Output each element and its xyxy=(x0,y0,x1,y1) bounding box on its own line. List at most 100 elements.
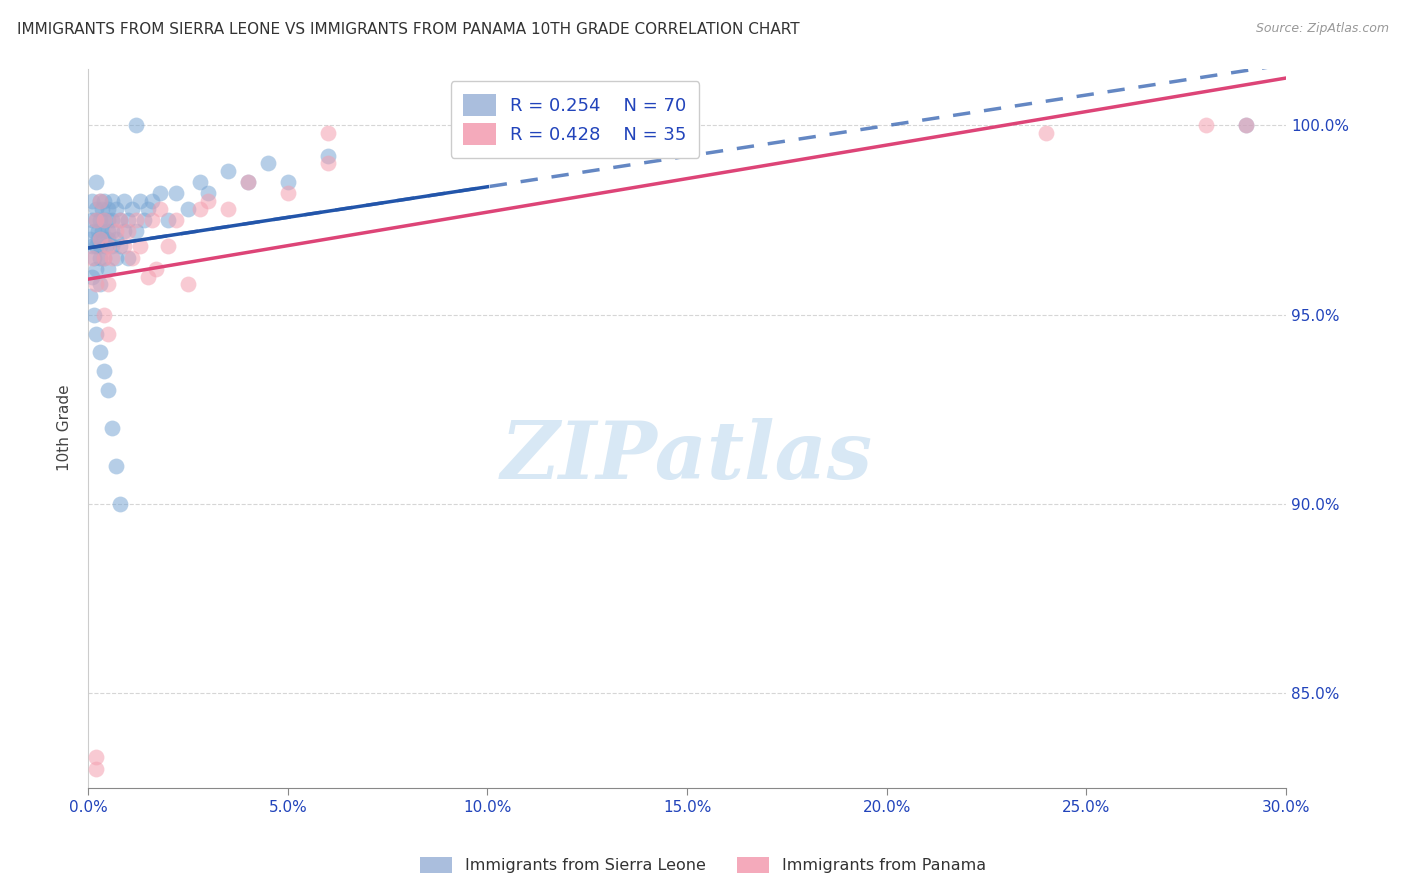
Point xyxy=(84,213,107,227)
Point xyxy=(105,232,128,246)
Point xyxy=(93,364,115,378)
Point xyxy=(165,186,187,201)
Point xyxy=(188,202,211,216)
Point xyxy=(177,202,200,216)
Point xyxy=(89,213,111,227)
Point xyxy=(121,202,143,216)
Point xyxy=(94,239,117,253)
Point xyxy=(93,213,115,227)
Point xyxy=(84,262,107,277)
Point xyxy=(101,194,124,208)
Point xyxy=(89,194,111,208)
Point xyxy=(236,175,259,189)
Point xyxy=(125,118,148,132)
Point xyxy=(79,232,101,246)
Point xyxy=(108,239,131,253)
Point xyxy=(188,175,211,189)
Point xyxy=(145,262,167,277)
Point xyxy=(132,213,155,227)
Point xyxy=(277,186,299,201)
Point xyxy=(316,148,339,162)
Point xyxy=(97,224,120,238)
Point xyxy=(277,175,299,189)
Point xyxy=(82,239,104,253)
Point xyxy=(316,126,339,140)
Point xyxy=(105,224,128,238)
Point xyxy=(89,239,111,253)
Point xyxy=(97,232,120,246)
Point xyxy=(97,239,120,253)
Point xyxy=(197,186,219,201)
Point xyxy=(84,326,107,341)
Point xyxy=(105,202,128,216)
Point xyxy=(93,251,115,265)
Point xyxy=(141,213,163,227)
Point xyxy=(129,194,152,208)
Point xyxy=(256,156,278,170)
Point xyxy=(101,213,124,227)
Legend: R = 0.254    N = 70, R = 0.428    N = 35: R = 0.254 N = 70, R = 0.428 N = 35 xyxy=(450,81,699,158)
Point xyxy=(108,213,131,227)
Point xyxy=(93,308,115,322)
Point xyxy=(87,224,110,238)
Point xyxy=(129,239,152,253)
Point xyxy=(93,213,115,227)
Point xyxy=(97,326,120,341)
Point xyxy=(165,213,187,227)
Point xyxy=(125,213,148,227)
Point xyxy=(101,251,124,265)
Point xyxy=(83,224,105,238)
Point xyxy=(84,175,107,189)
Point xyxy=(91,202,114,216)
Point xyxy=(87,232,110,246)
Legend: Immigrants from Sierra Leone, Immigrants from Panama: Immigrants from Sierra Leone, Immigrants… xyxy=(413,850,993,880)
Point xyxy=(84,277,107,292)
Point xyxy=(217,202,239,216)
Point xyxy=(1234,118,1257,132)
Point xyxy=(89,251,111,265)
Point xyxy=(117,251,139,265)
Point xyxy=(156,213,179,227)
Point xyxy=(84,750,107,764)
Point xyxy=(82,251,104,265)
Point xyxy=(82,194,104,208)
Point xyxy=(84,239,107,253)
Point xyxy=(156,239,179,253)
Point xyxy=(105,458,128,473)
Point xyxy=(121,251,143,265)
Point xyxy=(177,277,200,292)
Point xyxy=(97,213,120,227)
Text: IMMIGRANTS FROM SIERRA LEONE VS IMMIGRANTS FROM PANAMA 10TH GRADE CORRELATION CH: IMMIGRANTS FROM SIERRA LEONE VS IMMIGRAN… xyxy=(17,22,800,37)
Point xyxy=(117,213,139,227)
Point xyxy=(93,194,115,208)
Point xyxy=(83,251,105,265)
Point xyxy=(236,175,259,189)
Point xyxy=(97,384,120,398)
Point xyxy=(149,186,172,201)
Point xyxy=(117,224,139,238)
Point xyxy=(101,224,124,238)
Point xyxy=(82,213,104,227)
Point xyxy=(1234,118,1257,132)
Point xyxy=(1195,118,1218,132)
Point xyxy=(101,421,124,435)
Y-axis label: 10th Grade: 10th Grade xyxy=(58,384,72,472)
Point xyxy=(84,202,107,216)
Point xyxy=(217,163,239,178)
Point xyxy=(108,497,131,511)
Point xyxy=(112,224,135,238)
Point xyxy=(112,194,135,208)
Point xyxy=(89,232,111,246)
Point xyxy=(97,202,120,216)
Point xyxy=(91,224,114,238)
Point xyxy=(108,213,131,227)
Text: ZIPatlas: ZIPatlas xyxy=(501,418,873,496)
Point xyxy=(112,239,135,253)
Point xyxy=(125,224,148,238)
Point xyxy=(93,251,115,265)
Point xyxy=(89,194,111,208)
Point xyxy=(89,345,111,359)
Point xyxy=(101,239,124,253)
Point xyxy=(141,194,163,208)
Point xyxy=(136,202,159,216)
